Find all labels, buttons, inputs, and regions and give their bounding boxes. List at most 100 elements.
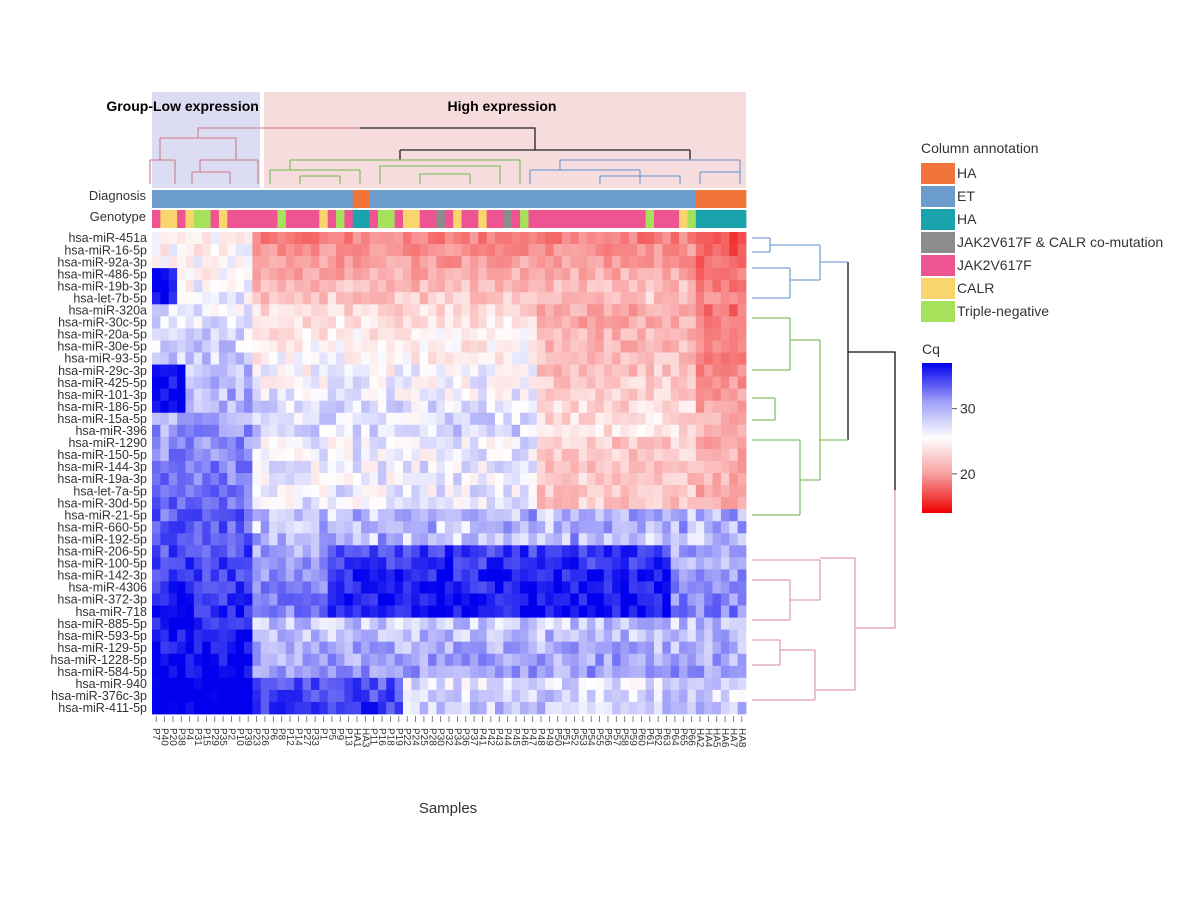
heatmap-cell [202, 701, 211, 715]
heatmap-cell [595, 497, 605, 510]
heatmap-cell [428, 364, 437, 377]
heatmap-cell [620, 509, 630, 522]
heatmap-cell [269, 641, 278, 655]
row-label: hsa-miR-885-5p [57, 617, 147, 631]
heatmap-cell [369, 689, 379, 703]
heatmap-cell [553, 641, 563, 655]
heatmap-cell [495, 641, 504, 655]
heatmap-cell [704, 460, 713, 474]
heatmap-cell [260, 460, 270, 474]
heatmap-cell [603, 581, 613, 594]
heatmap-cell [570, 593, 580, 606]
heatmap-cell [653, 509, 663, 522]
heatmap-cell [285, 689, 295, 703]
heatmap-cell [152, 665, 161, 679]
heatmap-cell [478, 629, 488, 643]
heatmap-cell [620, 665, 630, 679]
heatmap-cell [461, 521, 471, 534]
heatmap-cell [737, 244, 747, 257]
heatmap-cell [612, 545, 621, 558]
heatmap-cell [528, 304, 538, 317]
genotype-cell [595, 210, 605, 228]
heatmap-cell [729, 533, 739, 546]
heatmap-cell [302, 328, 312, 341]
heatmap-cell [712, 388, 722, 402]
heatmap-cell [486, 629, 496, 643]
heatmap-cell [411, 641, 421, 655]
heatmap-cell [453, 436, 462, 450]
heatmap-cell [436, 581, 446, 594]
heatmap-cell [244, 533, 253, 546]
heatmap-cell [695, 653, 705, 667]
heatmap-cell [444, 497, 454, 510]
heatmap-cell [486, 677, 496, 691]
heatmap-cell [495, 268, 504, 281]
heatmap-cell [737, 316, 747, 329]
heatmap-cell [344, 593, 354, 606]
heatmap-cell [294, 412, 303, 426]
heatmap-cell [637, 533, 647, 546]
heatmap-cell [260, 533, 270, 546]
genotype-cell [369, 210, 379, 228]
heatmap-cell [469, 473, 479, 486]
heatmap-cell [160, 605, 170, 618]
heatmap-cell [386, 485, 396, 498]
heatmap-cell [545, 605, 554, 618]
genotype-cell [394, 210, 404, 228]
heatmap-cell [628, 436, 638, 450]
heatmap-cell [419, 533, 429, 546]
heatmap-cell [419, 677, 429, 691]
heatmap-cell [252, 304, 262, 317]
heatmap-cell [503, 256, 513, 269]
heatmap-cell [536, 412, 546, 426]
heatmap-cell [218, 485, 228, 498]
heatmap-cell [202, 509, 211, 522]
heatmap-cell [729, 352, 739, 365]
heatmap-cell [561, 256, 571, 269]
diagnosis-cell [336, 190, 345, 208]
heatmap-cell [578, 485, 588, 498]
heatmap-cell [227, 653, 237, 667]
heatmap-cell [595, 388, 605, 402]
heatmap-cell [411, 701, 421, 715]
column-label: P31 [192, 728, 203, 746]
heatmap-cell [578, 232, 588, 245]
heatmap-cell [453, 665, 462, 679]
heatmap-cell [595, 701, 605, 715]
heatmap-cell [285, 521, 295, 534]
heatmap-cell [578, 593, 588, 606]
heatmap-cell [419, 605, 429, 618]
column-label: P63 [661, 728, 672, 746]
heatmap-cell [495, 689, 504, 703]
row-label: hsa-miR-425-5p [57, 376, 147, 390]
heatmap-cell [235, 280, 245, 293]
heatmap-cell [687, 473, 697, 486]
heatmap-cell [419, 521, 429, 534]
heatmap-cell [570, 569, 580, 582]
heatmap-cell [679, 521, 688, 534]
column-label: P65 [677, 728, 688, 746]
heatmap-cell [285, 436, 295, 450]
heatmap-cell [478, 388, 488, 402]
heatmap-cell [210, 509, 220, 522]
heatmap-cell [653, 400, 663, 414]
heatmap-cell [386, 280, 396, 293]
heatmap-cell [152, 509, 161, 522]
heatmap-cell [319, 460, 329, 474]
heatmap-cell [177, 460, 186, 474]
heatmap-cell [377, 533, 387, 546]
heatmap-cell [310, 436, 320, 450]
heatmap-cell [536, 268, 546, 281]
heatmap-cell [637, 244, 647, 257]
heatmap-cell [277, 473, 287, 486]
heatmap-cell [578, 641, 588, 655]
heatmap-cell [453, 376, 462, 390]
heatmap-cell [695, 509, 705, 522]
column-label: P29 [209, 728, 220, 746]
heatmap-cell [453, 533, 462, 546]
heatmap-cell [704, 376, 713, 390]
column-label: P18 [384, 728, 395, 746]
heatmap-cell [193, 376, 203, 390]
heatmap-cell [227, 388, 237, 402]
heatmap-cell [336, 605, 345, 618]
